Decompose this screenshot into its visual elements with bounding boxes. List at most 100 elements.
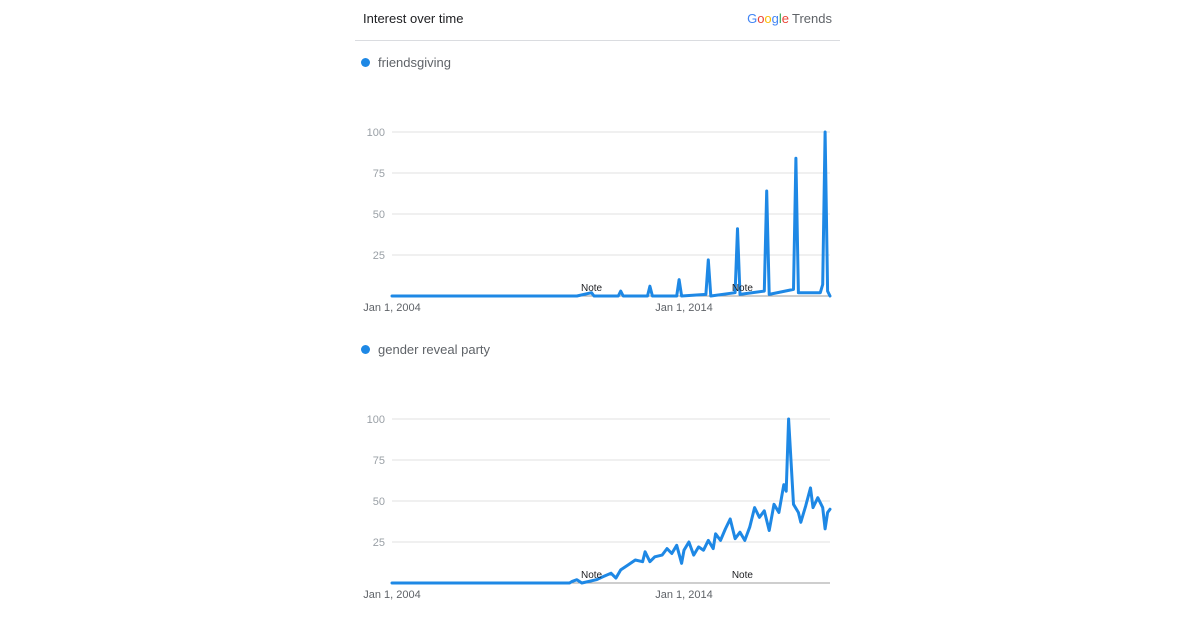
data-point xyxy=(644,551,646,553)
chart-friendsgiving: 100 75 50 25 Jan 1, 2004 Jan 1, 2014 Note Note xyxy=(363,127,832,314)
logo-letter: g xyxy=(771,11,779,26)
note-marker[interactable]: Note xyxy=(581,283,603,294)
y-tick-label: 75 xyxy=(373,168,385,180)
data-point xyxy=(758,516,761,518)
data-point xyxy=(724,528,726,530)
data-point xyxy=(812,506,814,509)
data-point xyxy=(826,511,829,514)
data-point xyxy=(588,580,590,582)
x-tick-label: Jan 1, 2004 xyxy=(363,589,421,601)
data-point xyxy=(829,295,831,297)
data-point xyxy=(581,582,583,584)
y-tick-label: 75 xyxy=(373,455,385,467)
y-tick-label: 100 xyxy=(367,127,385,139)
data-point xyxy=(676,295,678,297)
google-trends-logo[interactable]: Google Trends xyxy=(747,11,832,26)
data-point xyxy=(610,572,612,574)
data-point xyxy=(826,290,829,292)
data-point xyxy=(778,511,780,514)
logo-letter: o xyxy=(757,11,765,26)
data-point xyxy=(817,497,819,499)
data-point xyxy=(576,295,578,297)
data-point xyxy=(763,290,765,292)
data-point xyxy=(824,131,826,133)
data-point xyxy=(719,539,722,541)
legend-gender-reveal-party: gender reveal party xyxy=(361,342,490,357)
data-point xyxy=(646,295,649,297)
legend-label: friendsgiving xyxy=(378,55,451,70)
data-point xyxy=(571,580,573,582)
data-point xyxy=(680,562,683,564)
data-point xyxy=(766,190,768,192)
data-point xyxy=(788,418,790,420)
google-wordmark: Google xyxy=(747,11,789,26)
legend-label: gender reveal party xyxy=(378,342,491,357)
data-point xyxy=(680,295,683,297)
data-point xyxy=(569,582,571,584)
data-point xyxy=(649,285,651,287)
data-point xyxy=(824,528,826,530)
data-point xyxy=(617,295,619,297)
data-point xyxy=(749,526,751,528)
data-point xyxy=(702,549,705,551)
data-point xyxy=(797,292,799,294)
data-point xyxy=(391,295,393,297)
data-point xyxy=(576,579,578,581)
data-point xyxy=(795,157,797,159)
data-point xyxy=(739,293,741,295)
data-point xyxy=(678,279,680,281)
data-point xyxy=(785,490,787,492)
data-point xyxy=(763,510,765,512)
y-tick-label: 25 xyxy=(373,250,385,262)
note-marker[interactable]: Note xyxy=(732,570,754,581)
x-tick-label: Jan 1, 2014 xyxy=(655,589,713,601)
data-point xyxy=(753,506,756,509)
data-point xyxy=(773,503,775,505)
data-point xyxy=(683,549,685,551)
data-point xyxy=(654,556,656,558)
data-point xyxy=(734,538,736,540)
data-point xyxy=(729,518,731,520)
data-point xyxy=(593,295,595,297)
data-point xyxy=(800,521,802,523)
x-tick-label: Jan 1, 2014 xyxy=(655,302,713,314)
data-point xyxy=(792,288,795,291)
data-point xyxy=(590,292,593,294)
logo-letter: o xyxy=(764,11,772,26)
data-point xyxy=(768,293,770,295)
data-point xyxy=(797,511,799,514)
data-point xyxy=(712,547,714,550)
data-point xyxy=(707,539,709,541)
data-point xyxy=(651,295,653,297)
data-point xyxy=(688,541,690,543)
data-point xyxy=(666,547,668,550)
data-point xyxy=(391,582,393,584)
data-point xyxy=(642,561,644,563)
series-line xyxy=(390,130,832,298)
data-point xyxy=(819,292,821,294)
data-point xyxy=(615,577,617,579)
data-point xyxy=(676,544,678,546)
legend-dot xyxy=(361,58,370,67)
data-point xyxy=(595,579,597,581)
trends-wordmark: Trends xyxy=(792,11,832,26)
data-point xyxy=(698,546,700,548)
note-marker[interactable]: Note xyxy=(732,283,754,294)
logo-letter: G xyxy=(747,11,758,26)
data-point xyxy=(661,554,663,556)
legend-dot xyxy=(361,345,370,354)
y-tick-label: 50 xyxy=(373,209,385,221)
data-point xyxy=(693,554,695,556)
logo-letter: l xyxy=(778,11,782,26)
data-point xyxy=(783,484,785,486)
x-tick-label: Jan 1, 2004 xyxy=(363,302,421,314)
data-point xyxy=(715,533,717,535)
data-point xyxy=(671,552,673,555)
data-point xyxy=(710,295,712,297)
data-point xyxy=(744,539,746,541)
note-marker[interactable]: Note xyxy=(581,570,603,581)
card-title: Interest over time xyxy=(363,11,464,26)
data-point xyxy=(734,292,736,294)
data-point xyxy=(627,564,629,566)
y-tick-label: 50 xyxy=(373,496,385,508)
